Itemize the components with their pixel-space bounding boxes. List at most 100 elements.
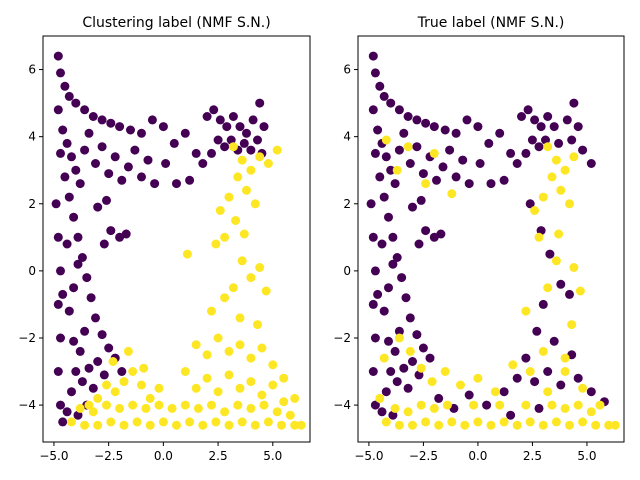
point-class-0 <box>56 333 65 343</box>
point-class-0 <box>69 336 79 346</box>
point-class-1 <box>394 420 404 430</box>
point-class-0 <box>408 357 417 366</box>
point-class-0 <box>161 159 171 168</box>
point-class-1 <box>586 407 596 417</box>
point-class-1 <box>456 380 465 390</box>
point-class-0 <box>388 232 398 242</box>
point-class-0 <box>56 68 65 78</box>
point-class-0 <box>71 98 81 108</box>
point-class-0 <box>242 128 251 138</box>
point-class-0 <box>499 387 509 397</box>
point-class-0 <box>117 175 127 185</box>
point-class-1 <box>261 286 271 296</box>
point-class-1 <box>296 420 306 430</box>
point-class-0 <box>62 138 72 148</box>
point-class-1 <box>224 346 234 356</box>
point-class-1 <box>242 185 251 195</box>
point-class-0 <box>412 115 422 125</box>
point-class-0 <box>248 115 258 125</box>
point-class-0 <box>93 357 103 366</box>
point-class-0 <box>99 370 109 380</box>
point-class-1 <box>211 239 221 249</box>
point-class-1 <box>429 403 439 413</box>
point-class-0 <box>414 239 424 249</box>
point-class-1 <box>119 420 129 430</box>
point-class-1 <box>211 417 221 427</box>
y-tick-label: 0 <box>28 264 36 278</box>
point-class-0 <box>534 142 544 152</box>
point-class-1 <box>191 340 201 350</box>
point-class-0 <box>198 159 208 168</box>
point-class-0 <box>73 259 83 269</box>
point-class-1 <box>604 420 614 430</box>
y-tick-label: 6 <box>343 63 351 77</box>
point-class-0 <box>521 148 531 158</box>
point-class-1 <box>154 383 164 393</box>
point-class-0 <box>64 192 74 202</box>
point-class-0 <box>228 112 238 121</box>
point-class-1 <box>220 407 230 417</box>
point-class-0 <box>416 195 426 205</box>
point-class-1 <box>233 400 243 410</box>
point-class-1 <box>290 393 300 403</box>
point-class-1 <box>290 420 300 430</box>
point-class-0 <box>368 51 378 61</box>
point-class-1 <box>224 370 234 380</box>
right-axes-frame <box>357 35 625 443</box>
point-class-1 <box>102 400 111 410</box>
point-class-0 <box>75 346 85 356</box>
point-class-0 <box>567 135 577 145</box>
point-class-1 <box>547 400 557 410</box>
point-class-1 <box>538 192 548 202</box>
point-class-1 <box>272 145 282 155</box>
point-class-0 <box>379 91 389 101</box>
point-class-0 <box>394 145 404 155</box>
point-class-0 <box>143 155 153 165</box>
point-class-1 <box>538 346 548 356</box>
point-class-0 <box>370 148 380 158</box>
y-tick-label: −2 <box>18 331 36 345</box>
point-class-1 <box>392 165 402 175</box>
point-class-0 <box>438 162 448 172</box>
point-class-0 <box>121 229 131 239</box>
point-class-1 <box>128 400 138 410</box>
point-class-0 <box>117 367 127 376</box>
point-class-0 <box>473 122 483 132</box>
point-class-0 <box>110 152 120 162</box>
point-class-0 <box>527 135 537 145</box>
point-class-1 <box>543 387 553 397</box>
point-class-0 <box>77 377 87 387</box>
point-class-1 <box>207 306 216 316</box>
point-class-0 <box>388 410 398 420</box>
point-class-0 <box>434 393 444 403</box>
point-class-0 <box>180 128 190 138</box>
point-class-1 <box>132 417 142 427</box>
point-class-1 <box>202 373 212 383</box>
point-class-0 <box>556 380 566 390</box>
y-tick-label: 2 <box>343 197 351 211</box>
point-class-0 <box>432 175 441 185</box>
point-class-0 <box>86 293 96 303</box>
left-chart-title: Clustering label (NMF S.N.) <box>82 15 270 31</box>
point-class-0 <box>543 112 553 121</box>
point-class-0 <box>71 165 81 175</box>
point-class-0 <box>158 122 168 132</box>
point-class-0 <box>97 142 107 152</box>
point-class-1 <box>285 410 295 420</box>
point-class-0 <box>246 145 256 155</box>
point-class-0 <box>84 363 94 373</box>
point-class-0 <box>486 179 496 189</box>
point-class-0 <box>93 202 103 212</box>
point-class-1 <box>521 400 531 410</box>
point-class-0 <box>386 165 396 175</box>
point-class-1 <box>185 417 195 427</box>
point-class-1 <box>268 380 278 390</box>
point-class-1 <box>235 313 245 323</box>
right-chart-title: True label (NMF S.N.) <box>417 15 565 31</box>
point-class-0 <box>386 98 396 108</box>
point-class-0 <box>80 145 90 155</box>
y-tick-label: 0 <box>343 264 351 278</box>
point-class-1 <box>250 199 260 209</box>
point-class-0 <box>239 138 249 148</box>
point-class-0 <box>578 145 588 155</box>
